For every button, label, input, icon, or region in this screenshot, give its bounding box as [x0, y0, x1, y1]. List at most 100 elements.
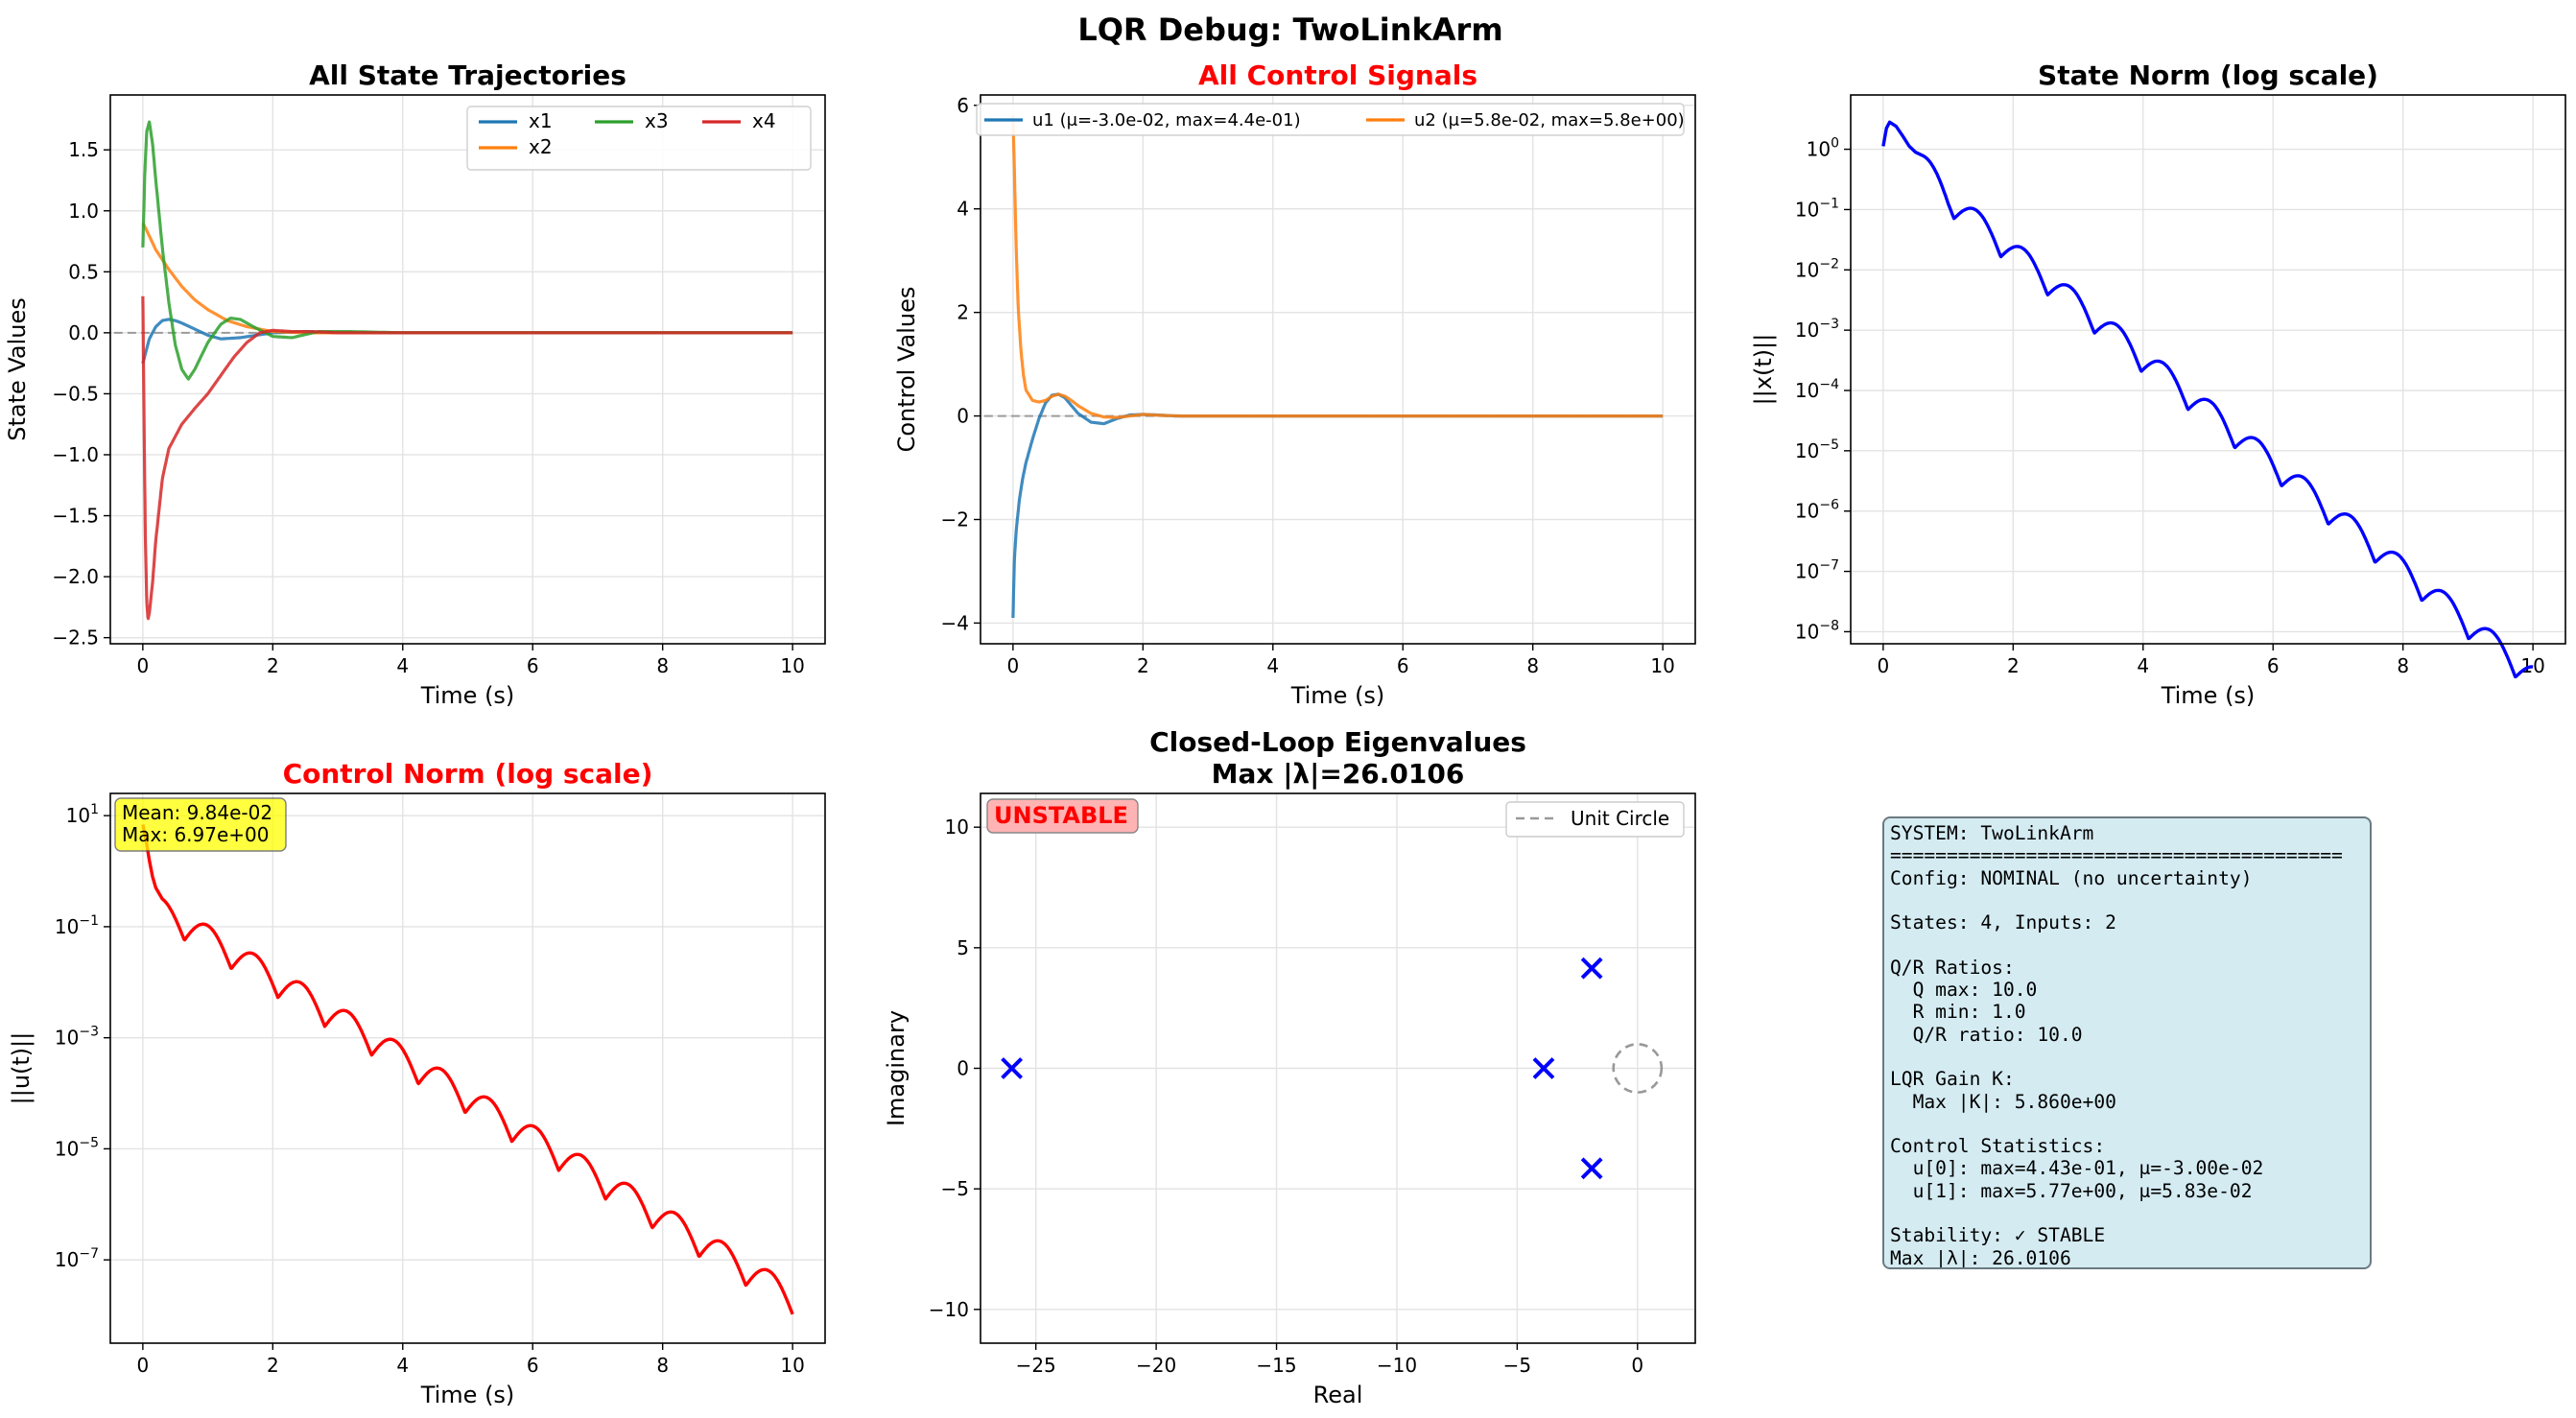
x-tick-label: 2 [1137, 654, 1149, 677]
chart-title: Control Norm (log scale) [283, 758, 653, 790]
info-line: LQR Gain K: [1890, 1068, 2015, 1091]
chart-control-norm: 0 2 4 6 8 10 Control Norm (log scale) Time (s) |… [8, 758, 826, 1408]
x-tick-label: 4 [2137, 654, 2149, 677]
y-tick-label: 10−6 [1795, 498, 1839, 523]
series-line-4 [141, 295, 793, 621]
x-tick-label: 10 [1650, 654, 1674, 677]
norm-series-line [141, 824, 794, 1315]
y-tick-label: 1.0 [68, 200, 99, 223]
info-line [1890, 1202, 2364, 1224]
y-tick-label: 101 [66, 802, 99, 827]
axes-frame [109, 792, 826, 1344]
info-line: Max |K|: 5.860e+00 [1890, 1090, 2116, 1113]
x-tick-label: 4 [396, 654, 409, 677]
x-tick-label: 4 [396, 1354, 409, 1377]
marker-stroke [1580, 1157, 1603, 1180]
y-axis-label: Imaginary [883, 1010, 910, 1126]
y-axis-label: ||x(t)|| [1750, 334, 1777, 406]
unstable-badge: UNSTABLE [994, 802, 1128, 829]
y-tick-label: −4 [941, 611, 969, 634]
y-tick-label: 0 [957, 1057, 969, 1080]
x-axis-label: Time (s) [1290, 682, 1385, 709]
chart-eigenvalues: −25 −20 −15 −10 −5 0 Closed-Loop EigenvaluesMa… [883, 726, 1696, 1408]
x-tick-label: 0 [136, 654, 149, 677]
y-tick-label: 10−7 [1795, 558, 1839, 583]
x-tick-label: 8 [656, 654, 669, 677]
legend-box [976, 103, 1685, 136]
info-line: u[1]: max=5.77e+00, μ=5.83e-02 [1890, 1179, 2253, 1202]
y-tick-label: −1.5 [52, 505, 99, 528]
x-tick-label: −5 [1503, 1354, 1531, 1377]
legend-label: u2 (μ=5.8e-02, max=5.8e+00) [1414, 110, 1685, 130]
marker-stroke [1532, 1057, 1555, 1079]
x-tick-label: 8 [1526, 654, 1539, 677]
y-tick-label: −10 [929, 1298, 969, 1321]
y-tick-label: 10 [945, 815, 969, 839]
y-tick-label: 100 [1807, 136, 1839, 161]
info-line: Q max: 10.0 [1890, 979, 2038, 1002]
y-tick-label: 10−8 [1795, 618, 1839, 643]
x-tick-label: 10 [780, 654, 804, 677]
y-tick-label: −0.5 [52, 382, 99, 405]
legend-label: x1 [529, 109, 553, 132]
x-tick-label: 6 [527, 1354, 539, 1377]
info-line: Q/R ratio: 10.0 [1890, 1023, 2083, 1046]
chart-state-trajectories: 0 2 4 6 8 10 All State Trajectories Time (s) Sta… [4, 59, 826, 709]
y-tick-label: 0.5 [68, 260, 99, 283]
eigenvalue-marker-4 [1580, 1157, 1603, 1180]
suptitle: LQR Debug: TwoLinkArm [1077, 12, 1502, 48]
y-tick-label: 0 [957, 405, 969, 428]
legend-label: x4 [752, 109, 776, 132]
axes-frame [109, 94, 826, 645]
stats-annotation-line: Mean: 9.84e-02 [122, 801, 272, 824]
x-axis-label: Real [1313, 1382, 1363, 1408]
y-tick-label: −2.5 [52, 626, 99, 650]
x-tick-label: 0 [1631, 1354, 1643, 1377]
stats-annotation-line: Max: 6.97e+00 [122, 823, 270, 846]
y-tick-label: 10−5 [1795, 437, 1839, 462]
info-line: SYSTEM: TwoLinkArm [1890, 822, 2094, 844]
x-tick-label: 6 [1397, 654, 1409, 677]
chart-subtitle: Max |λ|=26.0106 [1212, 758, 1465, 790]
info-line: ======================================== [1890, 844, 2343, 867]
x-axis-label: Time (s) [420, 682, 515, 709]
y-tick-label: −2 [941, 508, 969, 531]
eigenvalue-marker-3 [1580, 957, 1603, 980]
chart-title: State Norm (log scale) [2038, 59, 2378, 91]
info-line [1890, 1113, 2364, 1135]
marker-stroke [1580, 957, 1603, 980]
x-tick-label: 0 [1006, 654, 1019, 677]
chart-title: Closed-Loop Eigenvalues [1149, 726, 1526, 758]
info-line [1890, 1046, 2364, 1068]
series-line-2 [1011, 115, 1664, 419]
x-axis-label: Time (s) [2161, 682, 2256, 709]
x-tick-label: 0 [136, 1354, 149, 1377]
y-tick-label: 10−1 [55, 913, 99, 938]
x-tick-label: 8 [656, 1354, 669, 1377]
y-tick-label: 10−3 [1795, 317, 1839, 342]
y-tick-label: 10−3 [55, 1025, 99, 1050]
y-axis-label: ||u(t)|| [8, 1032, 35, 1105]
y-tick-label: 1.5 [68, 138, 99, 161]
legend-label: u1 (μ=-3.0e-02, max=4.4e-01) [1032, 110, 1301, 130]
y-tick-label: 10−7 [55, 1246, 99, 1271]
eigenvalue-marker-1 [1001, 1057, 1024, 1079]
y-tick-label: 10−5 [55, 1135, 99, 1160]
info-line: States: 4, Inputs: 2 [1890, 911, 2116, 934]
x-tick-label: 2 [2007, 654, 2020, 677]
info-line: R min: 1.0 [1890, 1001, 2026, 1024]
legend-label: x2 [529, 135, 553, 158]
y-tick-label: −1.0 [52, 443, 99, 466]
eigenvalue-marker-2 [1532, 1057, 1555, 1079]
info-line: Max |λ|: 26.0106 [1890, 1246, 2071, 1269]
axes-frame [980, 792, 1696, 1344]
y-tick-label: 2 [957, 301, 969, 324]
info-line [1890, 934, 2364, 956]
y-tick-label: 0.0 [68, 321, 99, 344]
stats-annotation-box [114, 797, 287, 852]
y-axis-label: State Values [4, 297, 31, 441]
y-tick-label: 10−2 [1795, 256, 1839, 281]
unit-circle [1612, 1043, 1664, 1094]
y-axis-label: Control Values [893, 287, 920, 453]
x-tick-label: 0 [1877, 654, 1889, 677]
